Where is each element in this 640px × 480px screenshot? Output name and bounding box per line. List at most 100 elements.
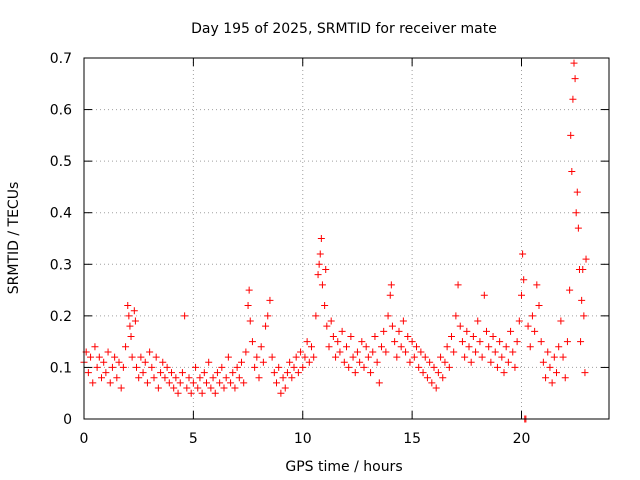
data-point: [290, 363, 298, 371]
data-point: [314, 271, 322, 279]
data-point: [102, 369, 110, 377]
data-point: [127, 332, 135, 340]
data-point: [518, 291, 525, 299]
data-point: [476, 338, 484, 346]
data-point: [244, 302, 252, 310]
data-point: [288, 374, 296, 382]
data-point: [211, 389, 219, 397]
data-point: [327, 317, 335, 325]
data-point: [474, 317, 482, 325]
data-point: [458, 338, 466, 346]
data-point: [448, 332, 455, 340]
data-point: [443, 343, 451, 351]
data-point: [371, 332, 379, 340]
data-point: [408, 338, 416, 346]
data-point: [402, 348, 410, 356]
data-point: [450, 348, 458, 356]
data-point: [515, 317, 523, 325]
data-point: [485, 343, 493, 351]
data-point: [198, 389, 206, 397]
data-point: [159, 358, 167, 366]
data-point: [579, 265, 587, 273]
data-point: [220, 384, 228, 392]
data-point: [235, 374, 243, 382]
data-point: [496, 338, 504, 346]
data-point: [150, 374, 158, 382]
data-point: [181, 312, 189, 320]
data-point: [519, 250, 527, 258]
data-point: [445, 363, 453, 371]
data-point: [299, 363, 307, 371]
data-point: [581, 369, 589, 377]
data-point: [364, 353, 372, 361]
data-point: [426, 358, 434, 366]
data-point: [456, 322, 464, 330]
data-point: [580, 312, 588, 320]
data-point: [493, 363, 501, 371]
data-point: [297, 348, 305, 356]
data-point: [200, 369, 208, 377]
axis-tick-labels: 0 0.1 0.2 0.3 0.4 0.5 0.6 0.7 0 5 10 15 20: [50, 51, 531, 447]
data-point: [391, 338, 399, 346]
data-point: [317, 235, 325, 242]
data-point: [452, 312, 460, 320]
data-point: [454, 281, 462, 289]
data-point: [569, 95, 577, 103]
data-point: [338, 327, 346, 335]
y-tick-label: 0.1: [50, 360, 72, 376]
data-point: [143, 379, 151, 387]
data-point: [95, 353, 103, 361]
data-point: [216, 379, 224, 387]
data-point: [504, 358, 512, 366]
data-point: [168, 369, 175, 377]
data-point: [393, 353, 401, 361]
data-point: [437, 353, 445, 361]
data-point: [196, 374, 204, 382]
data-point: [178, 369, 186, 377]
y-tick-label: 0.3: [50, 257, 72, 273]
data-point: [93, 363, 101, 371]
data-point: [563, 338, 571, 346]
data-point: [124, 302, 132, 310]
data-point: [531, 327, 539, 335]
data-point: [535, 302, 543, 310]
data-point: [135, 374, 143, 382]
data-point: [550, 353, 558, 361]
data-point: [557, 317, 565, 325]
data-point: [553, 369, 560, 377]
data-point: [533, 281, 541, 289]
data-point: [229, 369, 237, 377]
data-point: [117, 384, 125, 392]
data-point: [139, 369, 147, 377]
data-point: [413, 343, 420, 351]
data-point: [126, 322, 134, 330]
data-point: [329, 332, 337, 340]
data-point: [122, 343, 130, 351]
data-point: [513, 338, 521, 346]
data-point: [360, 363, 368, 371]
data-point: [275, 363, 283, 371]
data-point: [286, 358, 294, 366]
data-point: [157, 369, 165, 377]
data-point: [568, 167, 576, 175]
data-point: [192, 363, 200, 371]
data-point: [255, 374, 263, 382]
data-point: [387, 281, 395, 289]
data-point: [240, 379, 248, 387]
data-point: [301, 353, 309, 361]
data-point: [128, 353, 136, 361]
data-point: [325, 343, 333, 351]
data-point: [461, 353, 469, 361]
data-point: [251, 363, 259, 371]
plot-frame: [83, 57, 610, 420]
data-point: [469, 332, 477, 340]
data-point: [176, 379, 184, 387]
data-point: [511, 363, 519, 371]
data-point: [439, 374, 447, 382]
data-point: [248, 338, 256, 346]
data-point: [266, 296, 274, 304]
data-point: [205, 358, 213, 366]
data-point: [351, 369, 359, 377]
data-point: [89, 379, 97, 387]
